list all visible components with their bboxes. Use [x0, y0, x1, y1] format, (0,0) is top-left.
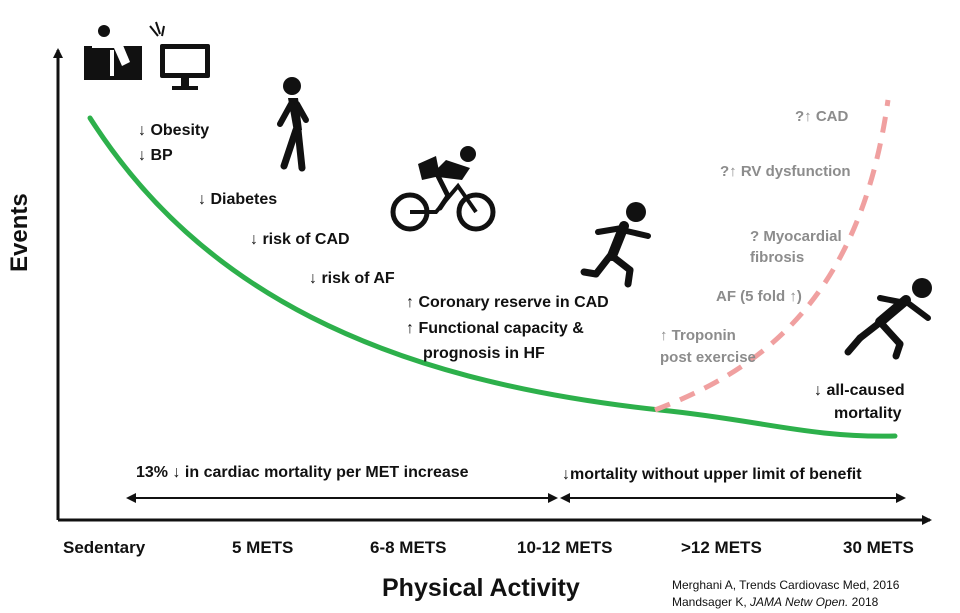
x-tick-label: 10-12 METS	[517, 538, 613, 557]
x-tick-label: 5 METS	[232, 538, 294, 557]
benefit-label: ↑ Functional capacity &	[406, 320, 584, 337]
risk-curve	[654, 99, 891, 413]
range-label-left: 13% ↓ in cardiac mortality per MET incre…	[136, 464, 469, 481]
mortality-note: ↓ all-caused	[814, 382, 905, 399]
x-tick-label: >12 METS	[681, 538, 762, 557]
runner-icon	[580, 202, 651, 288]
reference-2-year: 2018	[848, 595, 879, 609]
benefit-label: ↓ Diabetes	[198, 191, 278, 208]
risk-label: ?↑ RV dysfunction	[720, 163, 851, 180]
risk-label: ? Myocardial	[750, 228, 842, 245]
range-arrow-left	[126, 493, 558, 503]
benefit-label: ↓ Obesity	[138, 122, 210, 139]
reference-2: Mandsager K, JAMA Netw Open. 2018	[672, 595, 878, 609]
benefit-label: ↓ risk of CAD	[250, 231, 350, 248]
sprinter-icon	[844, 278, 932, 360]
risk-label: ↑ Troponin	[660, 327, 736, 344]
risk-label: post exercise	[660, 349, 756, 366]
x-tick-label: 30 METS	[843, 538, 914, 557]
x-axis-label: Physical Activity	[382, 574, 580, 602]
risk-label: fibrosis	[750, 249, 805, 266]
benefit-label: ↓ risk of AF	[309, 270, 395, 287]
x-tick-label: Sedentary	[63, 538, 146, 557]
reference-1: Merghani A, Trends Cardiovasc Med, 2016	[672, 578, 900, 592]
cyclist-icon	[390, 146, 496, 232]
risk-label: AF (5 fold ↑)	[716, 288, 802, 305]
benefit-curve	[87, 115, 898, 439]
range-arrow-right	[560, 493, 906, 503]
range-label-right: ↓mortality without upper limit of benefi…	[562, 466, 862, 483]
benefit-label: ↓ BP	[138, 147, 173, 164]
couch-tv-icon	[84, 21, 210, 90]
mortality-note: mortality	[834, 405, 902, 422]
reference-2-journal: JAMA Netw Open.	[750, 595, 849, 609]
walking-person-icon	[277, 77, 309, 172]
risk-label: ?↑ CAD	[795, 108, 849, 125]
reference-2-author: Mandsager K,	[672, 595, 751, 609]
x-tick-label: 6-8 METS	[370, 538, 447, 557]
benefit-label: prognosis in HF	[423, 345, 545, 362]
y-axis-label: Events	[6, 193, 33, 272]
benefit-label: ↑ Coronary reserve in CAD	[406, 294, 609, 311]
